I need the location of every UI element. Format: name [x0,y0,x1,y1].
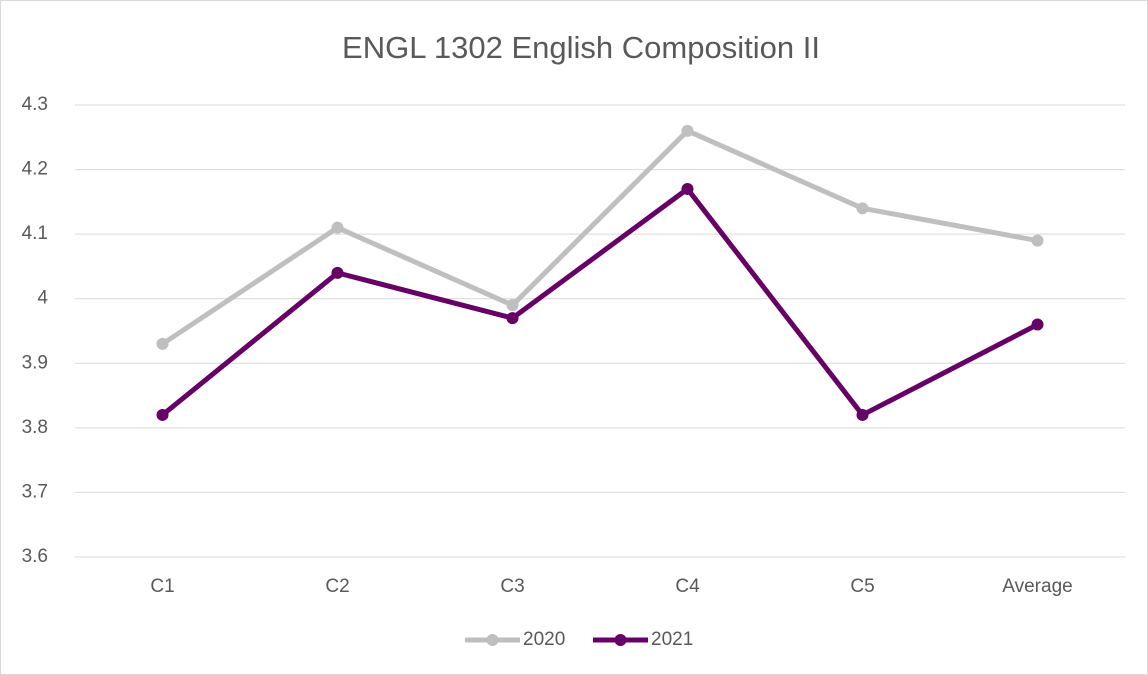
data-point [331,266,344,279]
data-point [856,202,869,215]
legend-label: 2020 [523,629,565,650]
y-tick-label: 3.8 [22,417,48,438]
data-point [156,337,169,350]
x-tick-label: C1 [150,576,174,597]
data-point [681,182,694,195]
y-tick-label: 4.2 [22,159,48,180]
x-tick-label: C4 [675,576,700,597]
y-tick-label: 3.9 [22,352,48,373]
data-point [331,221,344,234]
y-tick-label: 3.6 [22,546,48,567]
x-tick-label: C2 [325,576,349,597]
y-tick-label: 4.3 [22,94,48,115]
y-tick-label: 4 [37,288,48,309]
data-point [1031,234,1044,247]
x-tick-label: Average [1002,576,1072,597]
series-line [160,128,1040,347]
data-point [506,312,519,325]
x-tick-label: C3 [500,576,524,597]
x-tick-label: C5 [850,576,874,597]
y-tick-label: 4.1 [22,223,48,244]
legend-marker [486,634,499,646]
chart-title: ENGL 1302 English Composition II [342,30,820,65]
legend-label: 2021 [651,629,693,650]
legend-marker [614,634,627,646]
data-point [506,299,519,312]
data-point [156,408,169,421]
data-point [681,124,694,137]
series-line [160,186,1040,418]
y-tick-label: 3.7 [22,481,48,502]
data-point [856,408,869,421]
data-point [1031,318,1044,331]
